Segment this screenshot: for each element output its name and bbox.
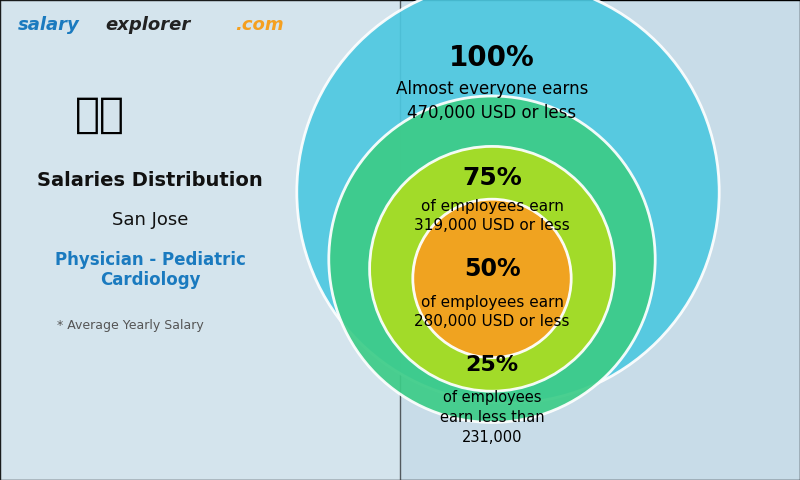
FancyBboxPatch shape — [0, 0, 400, 480]
Text: explorer: explorer — [105, 16, 190, 34]
Text: Almost everyone earns
470,000 USD or less: Almost everyone earns 470,000 USD or les… — [396, 80, 588, 121]
Text: salary: salary — [18, 16, 80, 34]
Text: of employees earn
319,000 USD or less: of employees earn 319,000 USD or less — [414, 199, 570, 233]
Circle shape — [413, 199, 571, 358]
Text: 50%: 50% — [464, 257, 520, 281]
Circle shape — [297, 0, 719, 403]
Text: 100%: 100% — [449, 44, 535, 72]
Text: 🇺🇸: 🇺🇸 — [75, 94, 125, 136]
Text: Salaries Distribution: Salaries Distribution — [37, 170, 263, 190]
Text: Physician - Pediatric
Cardiology: Physician - Pediatric Cardiology — [54, 251, 246, 289]
Circle shape — [370, 146, 614, 391]
Text: 25%: 25% — [466, 355, 518, 375]
Circle shape — [329, 96, 655, 422]
Text: of employees earn
280,000 USD or less: of employees earn 280,000 USD or less — [414, 295, 570, 329]
Text: of employees
earn less than
231,000: of employees earn less than 231,000 — [440, 390, 544, 445]
Text: San Jose: San Jose — [112, 211, 188, 229]
Text: .com: .com — [235, 16, 284, 34]
Text: 75%: 75% — [462, 166, 522, 190]
Text: * Average Yearly Salary: * Average Yearly Salary — [57, 319, 203, 332]
